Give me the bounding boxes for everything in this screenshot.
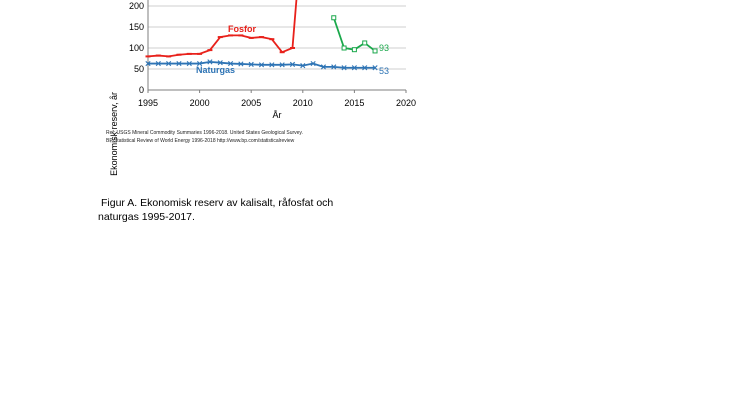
data-point-naturgas-2013 xyxy=(331,64,337,70)
data-point-naturgas-2004 xyxy=(238,61,244,67)
labels: Fosfor Naturgas 93 53 xyxy=(196,24,389,76)
data-point-naturgas-2008 xyxy=(279,62,285,68)
x-tick-label-1995: 1995 xyxy=(138,98,158,108)
grid-lines xyxy=(148,5,406,70)
y-tick-label-200: 200 xyxy=(129,1,144,11)
data-point-naturgas-1999 xyxy=(186,60,192,67)
data-point-naturgas-2012 xyxy=(320,64,327,70)
data-point-series-2-2016 xyxy=(362,40,368,46)
data-point-naturgas-2009 xyxy=(289,61,296,67)
data-point-naturgas-2015 xyxy=(351,65,357,71)
axes: 0 50 100 150 200 1995 2000 2005 2010 2015 2020 År Ek… xyxy=(109,0,416,176)
annotation-fosfor: Fosfor xyxy=(228,24,256,34)
series-line-fosfor xyxy=(147,0,298,58)
data-point-naturgas-2010 xyxy=(300,63,306,69)
x-tick-label-2005: 2005 xyxy=(241,98,261,108)
x-tick-label-2020: 2020 xyxy=(396,98,416,108)
y-tick-label-50: 50 xyxy=(134,64,144,74)
data-point-naturgas-2001 xyxy=(207,59,213,65)
x-tick-label-2015: 2015 xyxy=(344,98,364,108)
data-point-series-2-2014 xyxy=(341,45,347,51)
x-tick-label-2010: 2010 xyxy=(293,98,313,108)
data-point-naturgas-1996 xyxy=(155,60,161,67)
reference-usgs: Ref: USGS Mineral Commodity Summaries 19… xyxy=(106,130,303,136)
annotation-53: 53 xyxy=(379,66,389,76)
reference-bp: BP Statistical Review of World Energy 19… xyxy=(106,138,295,144)
series-line-series-2 xyxy=(332,17,376,52)
data-point-series-2-2013 xyxy=(331,15,337,21)
data-point-naturgas-2000 xyxy=(197,60,203,67)
caption-line-1: Figur A. Ekonomisk reserv av kalisalt, r… xyxy=(101,197,334,209)
x-axis-label: År xyxy=(273,110,282,120)
data-point-naturgas-2016 xyxy=(362,65,368,71)
data-point-naturgas-1995 xyxy=(145,60,151,67)
data-point-naturgas-2017 xyxy=(372,65,378,71)
data-point-naturgas-2005 xyxy=(248,61,254,67)
data-point-naturgas-2002 xyxy=(217,60,223,66)
data-point-naturgas-1997 xyxy=(166,60,172,67)
series-layer xyxy=(145,0,378,71)
data-point-naturgas-2006 xyxy=(258,62,265,68)
x-tick-label-2000: 2000 xyxy=(190,98,210,108)
figure-caption: Figur A. Ekonomisk reserv av kalisalt, r… xyxy=(98,196,398,224)
y-tick-label-0: 0 xyxy=(139,85,144,95)
annotation-naturgas: Naturgas xyxy=(196,65,235,75)
data-point-series-2-2017 xyxy=(372,48,378,54)
y-tick-label-150: 150 xyxy=(129,22,144,32)
data-point-naturgas-2003 xyxy=(227,60,234,67)
data-point-naturgas-2014 xyxy=(341,65,347,71)
data-point-naturgas-1998 xyxy=(176,60,182,67)
caption-line-2: naturgas 1995-2017. xyxy=(98,211,195,223)
annotation-93: 93 xyxy=(379,43,389,53)
y-axis-label: Ekonomisk reserv, år xyxy=(109,92,119,176)
data-point-naturgas-2011 xyxy=(310,60,316,67)
y-tick-label-100: 100 xyxy=(129,43,144,53)
data-point-naturgas-2007 xyxy=(269,62,275,68)
data-point-series-2-2015 xyxy=(351,47,357,53)
